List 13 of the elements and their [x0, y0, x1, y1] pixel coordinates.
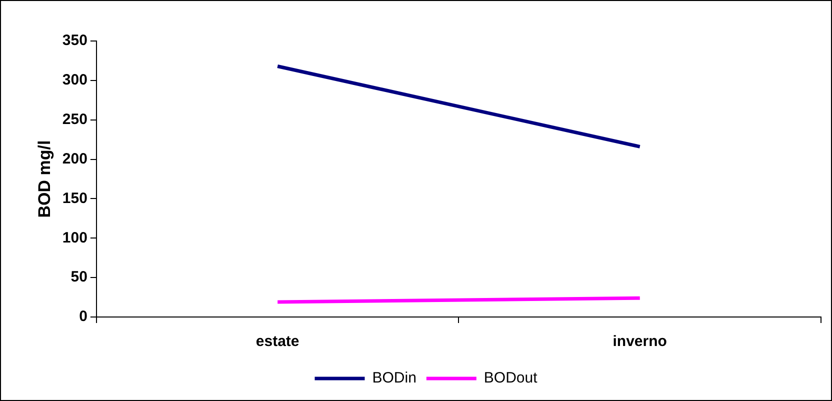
y-tick-label: 250 — [62, 111, 88, 128]
legend-label: BODin — [372, 370, 416, 387]
legend-label: BODout — [484, 370, 538, 387]
y-tick-label: 50 — [70, 268, 88, 286]
y-tick-label: 150 — [62, 190, 88, 207]
y-tick-label: 300 — [62, 72, 88, 89]
x-tick-label: estate — [256, 333, 300, 350]
y-tick-label: 100 — [62, 229, 88, 246]
y-axis-title: BOD mg/l — [34, 140, 54, 218]
y-tick-label: 0 — [79, 308, 88, 326]
x-tick-label: inverno — [612, 333, 667, 350]
y-tick-label: 350 — [62, 32, 88, 50]
y-tick-label: 200 — [62, 150, 88, 168]
